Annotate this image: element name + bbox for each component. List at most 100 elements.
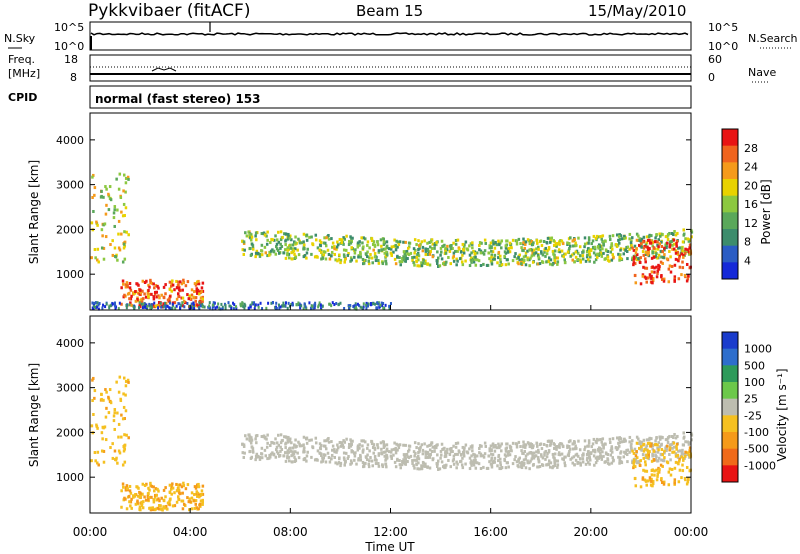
velocity-point	[330, 453, 334, 457]
power-point	[568, 244, 572, 248]
velocity-point	[105, 406, 108, 410]
velocity-point	[505, 442, 508, 446]
power-point	[532, 248, 536, 252]
velocity-point	[657, 470, 660, 474]
power-point	[326, 248, 330, 252]
power-point	[472, 257, 475, 261]
power-point	[497, 250, 501, 254]
velocity-point	[688, 441, 691, 445]
power-point	[368, 246, 371, 250]
power-point	[515, 242, 519, 246]
power-point	[194, 296, 198, 300]
velocity-point	[687, 477, 690, 481]
velocity-point	[648, 450, 651, 454]
velocity-point	[284, 435, 288, 439]
velocity-point	[182, 481, 185, 485]
power-point	[492, 242, 495, 246]
power-point	[267, 253, 271, 257]
power-point	[269, 241, 272, 245]
power-point	[357, 255, 360, 259]
power-point	[321, 253, 324, 257]
velocity-point	[470, 463, 473, 467]
power-point	[491, 250, 495, 254]
cpid-label: CPID	[8, 91, 37, 104]
power-point	[286, 306, 289, 310]
velocity-point	[419, 445, 422, 449]
velocity-point	[603, 460, 607, 464]
velocity-point	[327, 436, 330, 440]
velocity-point	[412, 464, 415, 468]
power-point	[611, 234, 615, 238]
velocity-point	[444, 450, 447, 454]
velocity-point	[186, 483, 190, 487]
power-point	[157, 301, 161, 304]
velocity-point	[373, 458, 377, 462]
power-point	[406, 252, 409, 256]
power-point	[687, 250, 691, 254]
velocity-point	[152, 498, 155, 502]
velocity-point	[635, 441, 639, 445]
velocity-point	[170, 492, 173, 496]
power-point	[658, 234, 662, 238]
colorbar-tick-label: 16	[744, 198, 758, 211]
power-point	[421, 261, 425, 265]
power-point	[673, 275, 677, 279]
power-point	[583, 236, 587, 240]
velocity-point	[353, 458, 356, 462]
velocity-point	[283, 451, 287, 455]
velocity-point	[667, 470, 671, 474]
velocity-point	[558, 445, 561, 449]
power-point	[445, 248, 449, 252]
velocity-point	[677, 462, 680, 466]
velocity-point	[382, 446, 386, 450]
velocity-point	[268, 453, 271, 457]
velocity-point	[407, 444, 411, 448]
velocity-point	[242, 444, 246, 448]
velocity-point	[632, 458, 636, 462]
velocity-point	[201, 502, 204, 506]
power-point	[671, 243, 674, 247]
velocity-point	[633, 465, 637, 469]
velocity-point	[644, 446, 648, 450]
power-point	[475, 258, 479, 262]
power-point	[122, 295, 126, 299]
power-point	[188, 306, 191, 310]
power-point	[337, 258, 341, 262]
velocity-point	[546, 439, 550, 443]
power-point	[255, 238, 258, 242]
power-point	[175, 279, 178, 283]
velocity-point	[383, 454, 387, 458]
velocity-point	[665, 449, 668, 453]
velocity-point	[302, 458, 306, 462]
velocity-point	[351, 439, 354, 443]
velocity-point	[201, 500, 205, 504]
power-point	[376, 301, 379, 305]
power-point	[671, 247, 674, 251]
velocity-point	[471, 444, 474, 448]
nsky-tick-bottom: 10^0	[54, 40, 84, 53]
velocity-point	[443, 446, 446, 450]
power-point	[574, 243, 578, 247]
power-point	[227, 301, 230, 305]
power-point	[602, 242, 605, 246]
power-point	[181, 301, 184, 305]
power-point	[153, 301, 156, 305]
velocity-point	[653, 473, 656, 477]
velocity-point	[321, 458, 325, 462]
power-point	[482, 252, 486, 256]
power-point	[566, 241, 569, 245]
velocity-point	[488, 447, 491, 451]
power-point	[482, 262, 485, 266]
velocity-point	[359, 453, 362, 457]
velocity-point	[635, 461, 639, 465]
velocity-point	[463, 446, 466, 450]
power-point	[537, 247, 540, 251]
power-point	[572, 252, 576, 256]
power-point	[168, 306, 171, 310]
power-point	[96, 305, 99, 309]
velocity-point	[560, 452, 564, 456]
power-point	[127, 177, 130, 181]
velocity-point	[155, 498, 158, 502]
xtick-label: 00:00	[73, 525, 108, 539]
velocity-point	[117, 422, 121, 426]
